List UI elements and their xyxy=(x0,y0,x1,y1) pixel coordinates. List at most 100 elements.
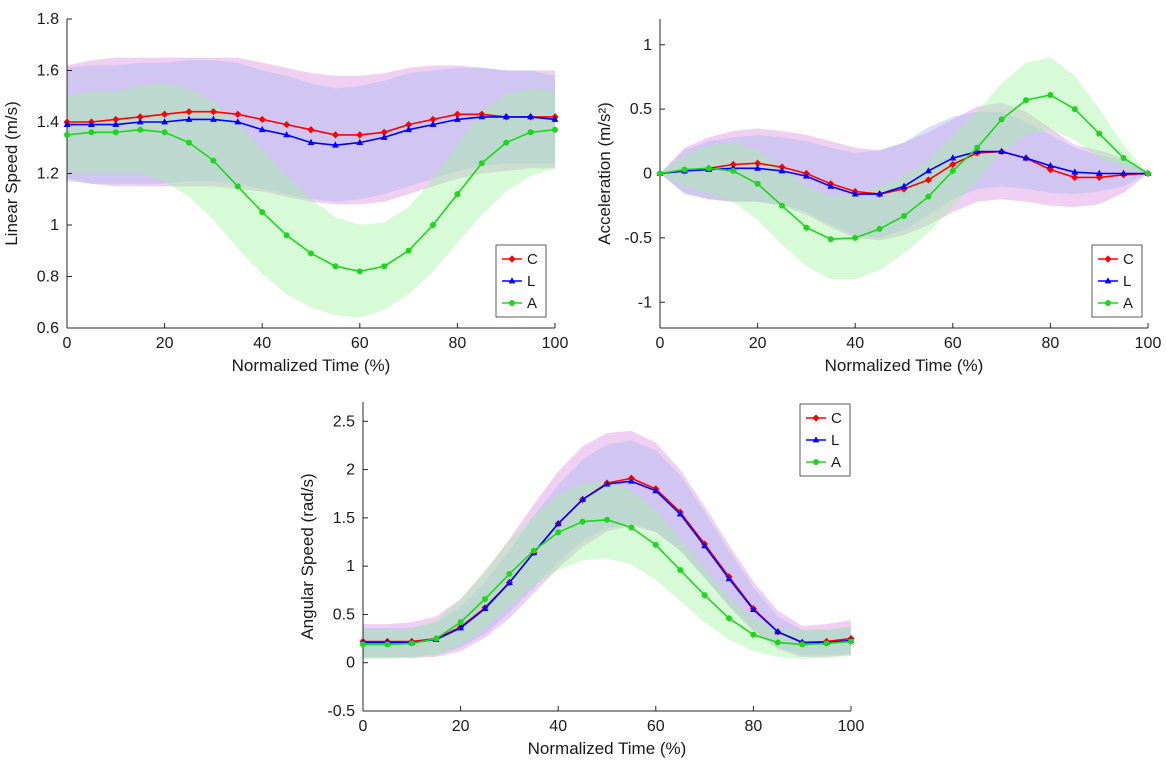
x-tick-label: 60 xyxy=(351,335,369,352)
point-L xyxy=(481,604,489,612)
legend-marker-A xyxy=(509,300,515,306)
acceleration-panel: 0 20 40 60 80 100 -1 -0.5 0 0.5 1 Normalized Time (… xyxy=(595,19,1161,375)
point-C xyxy=(778,163,786,171)
point-A xyxy=(454,191,461,198)
point-L xyxy=(998,147,1005,155)
point-C xyxy=(380,128,388,136)
point-L xyxy=(136,118,144,125)
point-A xyxy=(234,183,241,190)
point-A xyxy=(827,236,834,243)
point-A xyxy=(1145,170,1151,177)
point-A xyxy=(88,129,95,136)
legend: CLA xyxy=(1091,244,1143,318)
point-C xyxy=(1071,173,1079,181)
y-axis-label: Angular Speed (rad/s) xyxy=(298,473,317,639)
legend-marker-A xyxy=(813,459,819,465)
point-L xyxy=(63,120,71,127)
y-tick-label: -0.5 xyxy=(327,703,355,720)
point-A xyxy=(1047,91,1054,98)
point-L xyxy=(652,487,660,494)
x-tick-label: 100 xyxy=(542,335,569,352)
point-L xyxy=(506,578,513,585)
y-tick-label: 2.5 xyxy=(333,413,355,430)
point-A xyxy=(552,126,558,133)
point-L xyxy=(925,167,932,174)
point-L xyxy=(527,113,534,120)
y-tick-label: 0 xyxy=(643,166,652,183)
point-A xyxy=(652,541,659,548)
point-A xyxy=(779,202,785,209)
point-A xyxy=(705,165,712,172)
point-L xyxy=(900,182,908,189)
legend-marker-A xyxy=(1105,300,1111,306)
point-A xyxy=(876,225,883,232)
point-L xyxy=(1095,169,1103,176)
linear-speed-panel: 0 20 40 60 80 100 0.6 0.8 1 1.2 1.4 1.6 1.8 Normalize… xyxy=(2,11,568,375)
point-A xyxy=(478,160,485,167)
point-L xyxy=(234,118,242,125)
x-tick-label: 40 xyxy=(253,335,271,352)
y-tick-label: 1 xyxy=(643,37,652,54)
point-A xyxy=(852,234,859,241)
legend-label-C: C xyxy=(1123,251,1134,268)
point-A xyxy=(332,263,339,270)
y-tick-label: -0.5 xyxy=(624,230,652,247)
point-C xyxy=(112,115,120,124)
point-A xyxy=(604,516,610,523)
point-A xyxy=(998,116,1005,123)
point-A xyxy=(579,518,586,525)
point-A xyxy=(530,547,537,554)
legend-label-L: L xyxy=(527,273,535,290)
point-L xyxy=(754,164,761,171)
plot-area xyxy=(660,19,1148,328)
point-L xyxy=(725,574,733,582)
point-C xyxy=(754,159,762,167)
legend-marker-L xyxy=(508,277,516,284)
point-A xyxy=(901,212,907,219)
y-tick-label: 1.6 xyxy=(37,63,59,80)
x-tick-label: 100 xyxy=(1135,335,1162,352)
y-tick-label: 0 xyxy=(346,655,355,672)
point-A xyxy=(1120,155,1127,162)
x-tick-label: 20 xyxy=(749,335,767,352)
legend-marker-L xyxy=(812,436,820,443)
point-A xyxy=(1096,130,1103,137)
x-axis-label: Normalized Time (%) xyxy=(528,739,687,758)
point-A xyxy=(112,129,119,136)
point-A xyxy=(161,129,168,136)
point-A xyxy=(1071,106,1078,113)
point-L xyxy=(876,190,883,197)
point-L xyxy=(332,141,339,148)
point-A xyxy=(848,638,854,645)
band-L xyxy=(660,111,1148,238)
point-L xyxy=(827,182,835,189)
y-tick-label: 0.6 xyxy=(37,320,59,337)
point-A xyxy=(433,635,440,642)
point-L xyxy=(454,115,461,122)
point-L xyxy=(554,519,562,527)
band-A xyxy=(363,481,851,659)
point-A xyxy=(974,144,981,151)
band-C xyxy=(660,102,1148,241)
point-A xyxy=(750,631,757,638)
x-tick-label: 60 xyxy=(647,718,665,735)
point-L xyxy=(210,115,217,122)
point-C xyxy=(729,160,737,169)
y-axis-label: Linear Speed (m/s) xyxy=(2,101,21,246)
point-L xyxy=(1071,168,1079,175)
point-A xyxy=(283,232,290,239)
point-A xyxy=(482,595,488,602)
point-L xyxy=(161,118,168,125)
point-L xyxy=(973,147,981,155)
point-L xyxy=(88,120,95,127)
point-L xyxy=(949,154,957,161)
legend-label-A: A xyxy=(527,295,537,312)
std-bands xyxy=(660,57,1148,280)
x-tick-label: 40 xyxy=(846,335,864,352)
y-tick-label: 0.8 xyxy=(37,269,59,286)
point-L xyxy=(778,167,786,174)
point-C xyxy=(234,110,242,118)
point-L xyxy=(579,495,586,502)
point-C xyxy=(161,110,169,118)
